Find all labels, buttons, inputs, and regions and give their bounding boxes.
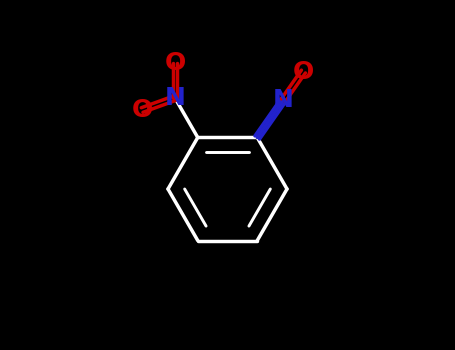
Text: O: O [293,60,314,84]
Text: O: O [164,51,186,75]
Text: N: N [165,86,186,110]
Text: N: N [273,88,294,112]
Text: O: O [131,98,153,122]
